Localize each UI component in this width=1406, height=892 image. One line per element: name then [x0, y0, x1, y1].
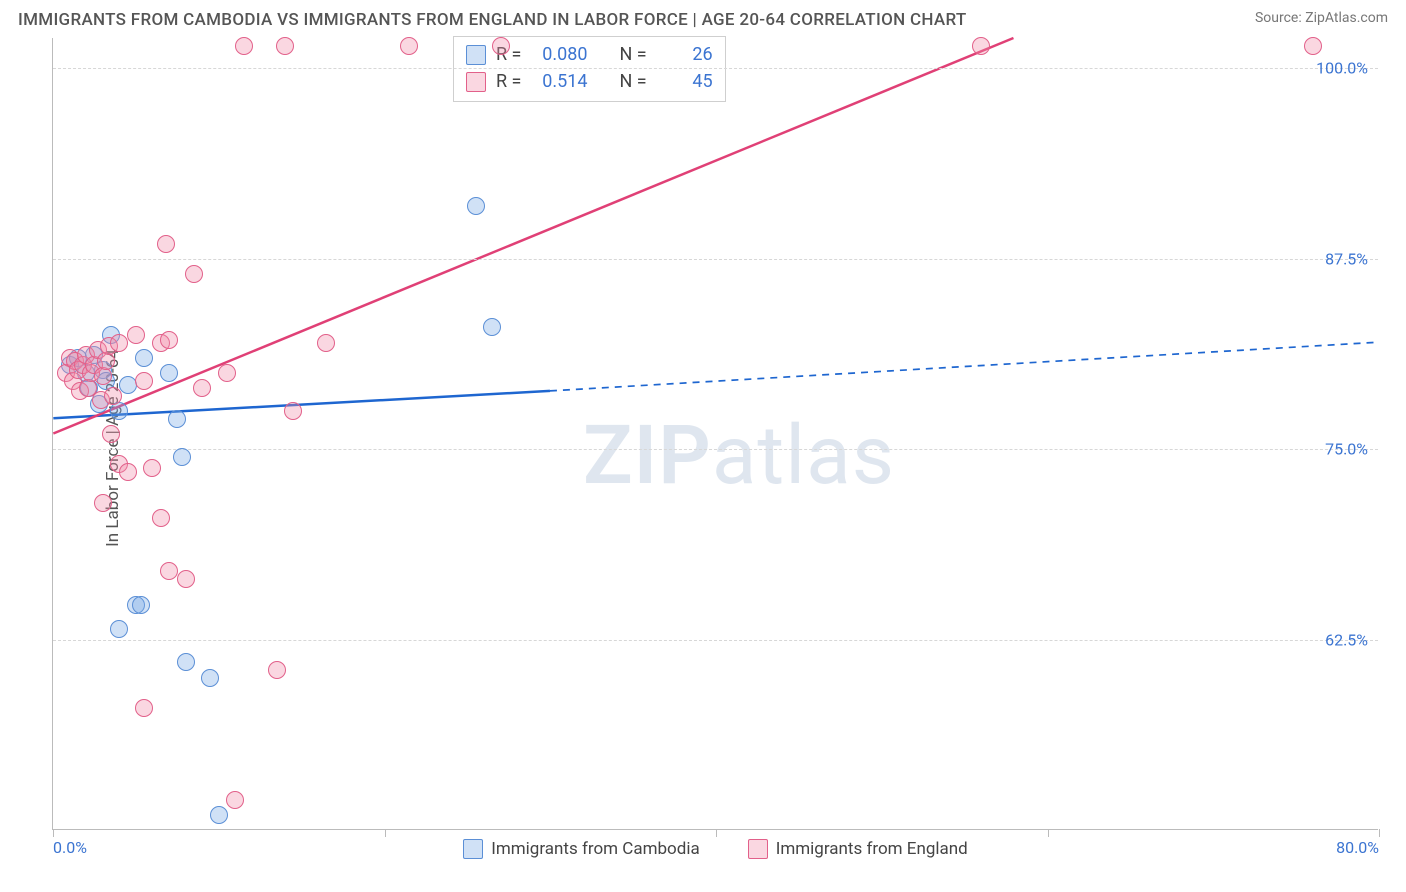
data-point — [102, 425, 120, 443]
regression-lines — [53, 38, 1378, 829]
legend-swatch — [466, 72, 486, 92]
y-tick-label: 62.5% — [1325, 630, 1368, 649]
x-tick — [1048, 829, 1049, 837]
data-point — [94, 494, 112, 512]
n-label: N = — [619, 41, 646, 68]
series-name: Immigrants from Cambodia — [491, 839, 700, 859]
data-point — [201, 669, 219, 687]
data-point — [97, 352, 115, 370]
data-point — [143, 459, 161, 477]
data-point — [132, 596, 150, 614]
x-tick — [53, 829, 54, 837]
series-legend-item: Immigrants from Cambodia — [463, 839, 700, 859]
legend-swatch — [748, 839, 768, 859]
data-point — [173, 448, 191, 466]
data-point — [110, 620, 128, 638]
data-point — [152, 509, 170, 527]
data-point — [127, 326, 145, 344]
source-label: Source: ZipAtlas.com — [1255, 10, 1388, 26]
data-point — [160, 364, 178, 382]
data-point — [483, 318, 501, 336]
gridline — [53, 640, 1378, 641]
x-tick-label: 0.0% — [53, 838, 87, 857]
data-point — [218, 364, 236, 382]
data-point — [193, 379, 211, 397]
y-tick-label: 87.5% — [1325, 249, 1368, 268]
series-legend-item: Immigrants from England — [748, 839, 968, 859]
data-point — [467, 197, 485, 215]
data-point — [400, 37, 418, 55]
plot-area: ZIPatlas R =0.080N =26R =0.514N =45 Immi… — [52, 38, 1378, 830]
series-legend: Immigrants from Cambodia Immigrants from … — [53, 839, 1378, 859]
legend-swatch — [466, 45, 486, 65]
x-tick-label: 80.0% — [1336, 838, 1379, 857]
data-point — [492, 37, 510, 55]
data-point — [226, 791, 244, 809]
data-point — [972, 37, 990, 55]
n-value: 45 — [657, 68, 713, 95]
data-point — [177, 653, 195, 671]
data-point — [284, 402, 302, 420]
data-point — [104, 387, 122, 405]
data-point — [160, 331, 178, 349]
data-point — [185, 265, 203, 283]
gridline — [53, 68, 1378, 69]
r-label: R = — [496, 68, 521, 95]
x-tick — [1379, 829, 1380, 837]
data-point — [210, 806, 228, 824]
legend-swatch — [463, 839, 483, 859]
chart-container: In Labor Force | Age 20-64 ZIPatlas R =0… — [20, 38, 1390, 858]
data-point — [135, 372, 153, 390]
n-value: 26 — [657, 41, 713, 68]
x-tick — [716, 829, 717, 837]
data-point — [119, 376, 137, 394]
data-point — [110, 334, 128, 352]
data-point — [1304, 37, 1322, 55]
gridline — [53, 259, 1378, 260]
data-point — [276, 37, 294, 55]
data-point — [235, 37, 253, 55]
data-point — [157, 235, 175, 253]
n-label: N = — [619, 68, 646, 95]
y-tick-label: 75.0% — [1325, 440, 1368, 459]
r-value: 0.514 — [531, 68, 587, 95]
series-name: Immigrants from England — [776, 839, 968, 859]
data-point — [94, 367, 112, 385]
data-point — [135, 349, 153, 367]
data-point — [177, 570, 195, 588]
r-value: 0.080 — [531, 41, 587, 68]
data-point — [160, 562, 178, 580]
chart-title: IMMIGRANTS FROM CAMBODIA VS IMMIGRANTS F… — [18, 10, 967, 30]
y-tick-label: 100.0% — [1316, 59, 1368, 78]
gridline — [53, 449, 1378, 450]
data-point — [168, 410, 186, 428]
x-tick — [385, 829, 386, 837]
data-point — [119, 463, 137, 481]
data-point — [135, 699, 153, 717]
legend-row: R = 0.514 N = 45 — [466, 68, 713, 95]
data-point — [317, 334, 335, 352]
data-point — [268, 661, 286, 679]
watermark: ZIPatlas — [583, 408, 895, 504]
